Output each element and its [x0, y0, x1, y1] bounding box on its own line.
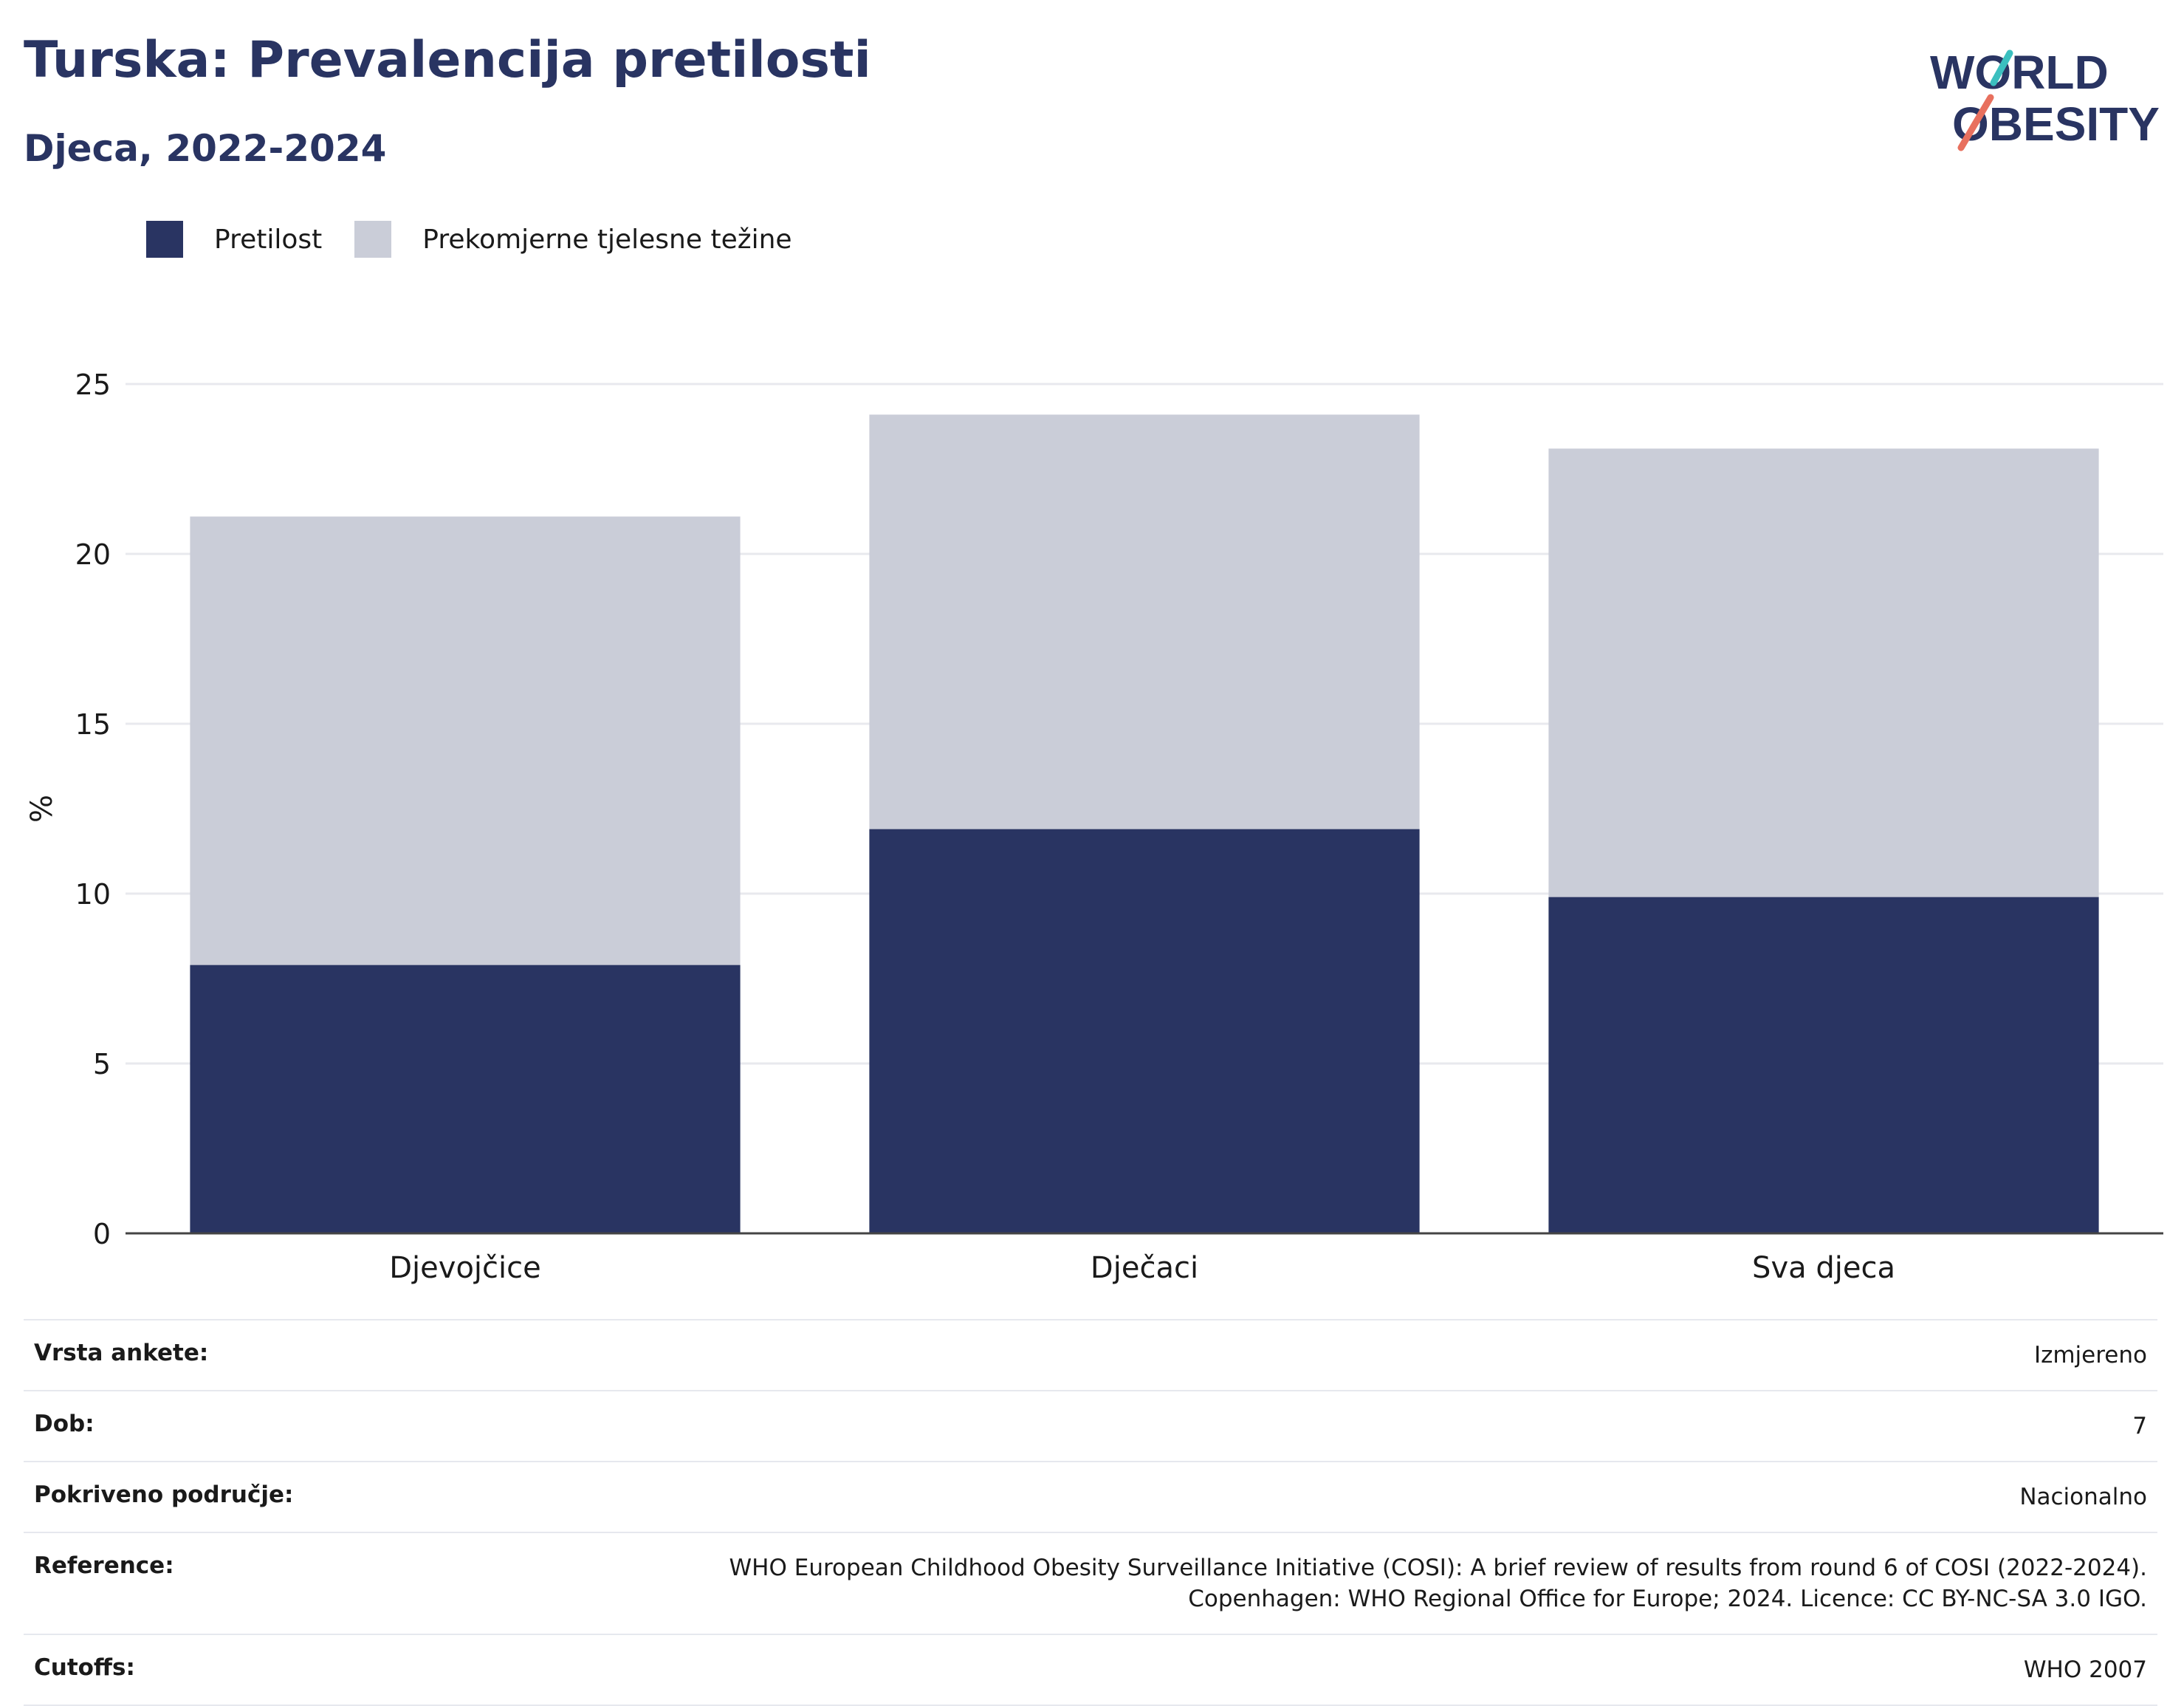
- info-table: Vrsta ankete: Izmjereno Dob: 7 Pokriveno…: [24, 1319, 2157, 1706]
- info-label: Cutoffs:: [34, 1654, 135, 1681]
- info-row-cutoffs: Cutoffs: WHO 2007: [24, 1634, 2157, 1706]
- bar-obesity: [190, 965, 741, 1233]
- reference-line-1: WHO European Childhood Obesity Surveilla…: [729, 1555, 2147, 1581]
- stacked-bar-chart: 0 5 10 15 20 25% Djevojčice Dječaci Sva djeca: [25, 369, 2163, 1285]
- info-value: 7: [2132, 1413, 2147, 1439]
- bar-overweight: [869, 414, 1420, 829]
- page-subtitle: Djeca, 2022-2024: [24, 127, 387, 170]
- y-tick-label: 10: [75, 878, 111, 911]
- legend-label-overweight: Prekomjerne tjelesne težine: [422, 224, 792, 255]
- legend-item-overweight[interactable]: Prekomjerne tjelesne težine: [354, 221, 792, 258]
- info-value: WHO 2007: [2023, 1657, 2147, 1683]
- bar-overweight: [1548, 448, 2099, 897]
- info-row-coverage: Pokriveno područje: Nacionalno: [24, 1461, 2157, 1532]
- x-tick-label: Dječaci: [1091, 1251, 1198, 1285]
- logo-line1: WORLD: [1930, 46, 2109, 99]
- y-tick-label: 5: [93, 1048, 111, 1080]
- bar-overweight: [190, 516, 741, 965]
- reference-line-2: Copenhagen: WHO Regional Office for Euro…: [1188, 1586, 2147, 1612]
- info-value: Izmjereno: [2033, 1342, 2147, 1368]
- bar-obesity: [869, 829, 1420, 1233]
- world-obesity-logo: WORLD OBESITY: [1930, 46, 2160, 151]
- info-label: Reference:: [34, 1552, 174, 1579]
- info-value: Nacionalno: [2019, 1484, 2147, 1510]
- legend-label-obesity: Pretilost: [214, 224, 323, 255]
- legend-item-obesity[interactable]: Pretilost: [146, 221, 322, 258]
- info-row-survey-type: Vrsta ankete: Izmjereno: [24, 1319, 2157, 1390]
- legend-swatch-overweight: [354, 221, 392, 258]
- chart-legend: Pretilost Prekomjerne tjelesne težine: [146, 219, 825, 260]
- y-axis-label: %: [25, 795, 59, 823]
- y-tick-label: 25: [75, 369, 111, 401]
- y-tick-label: 0: [93, 1218, 111, 1250]
- legend-swatch-obesity: [146, 221, 183, 258]
- info-value: WHO European Childhood Obesity Surveilla…: [729, 1552, 2147, 1614]
- info-label: Dob:: [34, 1411, 95, 1437]
- x-tick-label: Djevojčice: [389, 1251, 541, 1285]
- page-title: Turska: Prevalencija pretilosti: [24, 31, 871, 89]
- x-tick-label: Sva djeca: [1752, 1251, 1895, 1285]
- info-label: Vrsta ankete:: [34, 1340, 209, 1366]
- info-row-age: Dob: 7: [24, 1390, 2157, 1461]
- y-tick-label: 20: [75, 538, 111, 571]
- info-row-reference: Reference: WHO European Childhood Obesit…: [24, 1532, 2157, 1634]
- bar-obesity: [1548, 897, 2099, 1233]
- y-tick-label: 15: [75, 708, 111, 741]
- info-label: Pokriveno područje:: [34, 1481, 294, 1508]
